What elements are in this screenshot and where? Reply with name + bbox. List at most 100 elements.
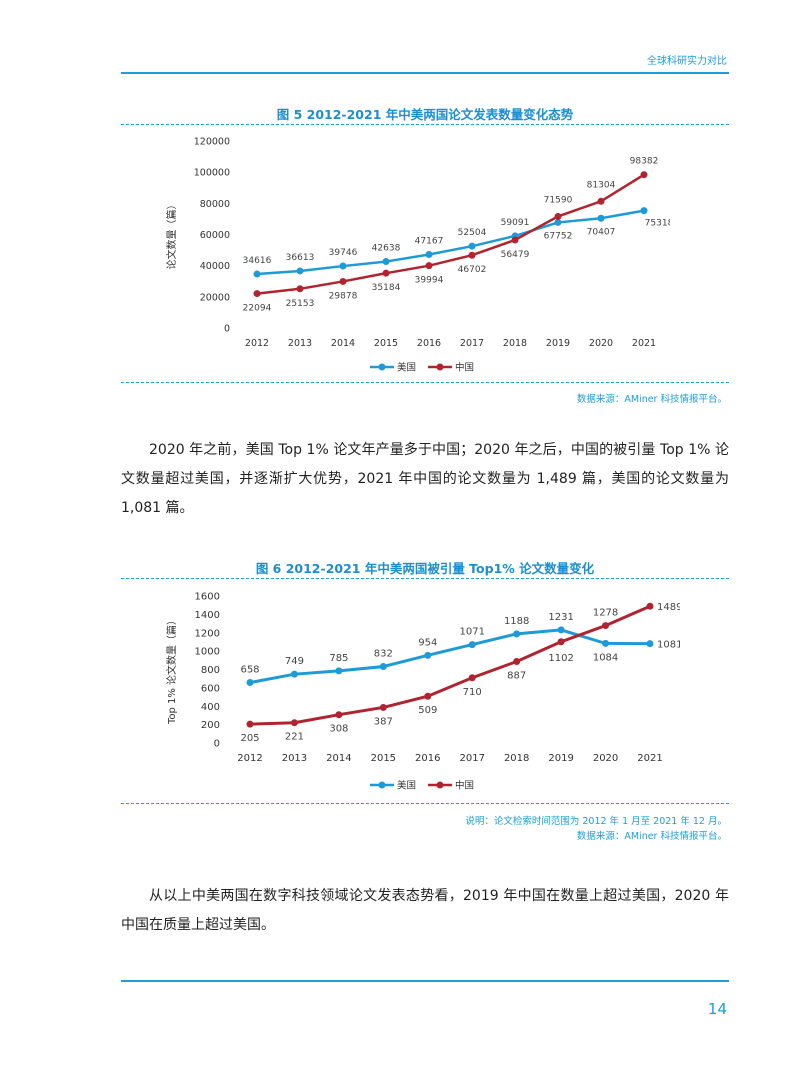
data-point [296,285,304,293]
figure6-line-chart: Top 1% 论文数量（篇） 0 200 400 600 800 1000 1200 1400 1… [165,592,680,792]
x-tick-label: 2014 [331,338,355,349]
y-tick-label: 40000 [200,261,230,272]
x-tick-label: 2017 [459,753,484,764]
figure6-bottom-divider [121,803,729,804]
x-tick-label: 2012 [237,753,262,764]
data-point [597,197,605,205]
data-point [290,719,298,727]
x-tick-label: 2019 [548,753,573,764]
data-label: 221 [285,732,304,743]
x-tick-label: 2019 [546,338,570,349]
data-point [335,667,343,675]
x-tick-label: 2014 [326,753,351,764]
data-point [339,277,347,285]
x-tick-label: 2018 [503,338,527,349]
data-label: 47167 [415,236,444,246]
data-label: 1489 [657,602,680,613]
y-tick-label: 1200 [195,628,220,639]
data-label: 42638 [372,244,401,254]
y-tick-label: 1000 [195,647,220,658]
x-tick-label: 2013 [282,753,307,764]
data-label: 785 [329,653,348,664]
data-label: 46702 [458,265,487,275]
x-tick-label: 2018 [504,753,529,764]
series-line-cn [249,604,651,726]
series-line-us [256,209,645,276]
data-point [468,251,476,259]
y-tick-label: 200 [201,720,220,731]
x-tick-label: 2012 [245,338,269,349]
y-tick-label: 0 [214,739,220,750]
data-label: 39994 [415,276,444,286]
data-point [379,703,387,711]
data-point [602,622,610,630]
data-point [597,214,605,222]
figure5-source: 数据来源：AMiner 科技情报平台。 [576,394,727,405]
data-label: 1084 [593,652,618,663]
data-point [513,658,521,666]
body-paragraph-1: 2020 年之前，美国 Top 1% 论文年产量多于中国；2020 年之后，中国… [121,442,729,516]
figure5-top-divider [121,124,729,125]
data-label: 887 [507,671,526,682]
series-line-cn [256,173,645,295]
data-point [554,218,562,226]
data-point [246,720,254,728]
data-point [602,639,610,647]
data-label: 1071 [459,627,484,638]
data-point [557,638,565,646]
data-point [246,679,254,687]
data-point [640,171,648,179]
figure6-note: 说明：论文检索时间范围为 2012 年 1 月至 2021 年 12 月。 [465,816,727,827]
data-point [425,250,433,258]
data-point [382,269,390,277]
data-point [640,207,648,215]
data-label: 56479 [501,250,530,260]
running-header: 全球科研实力对比 [647,56,727,67]
data-label: 35184 [372,283,401,293]
data-label: 658 [240,665,259,676]
y-tick-label: 800 [201,665,220,676]
data-label: 67752 [544,231,573,241]
data-label: 1081 [657,640,680,651]
legend-label: 中国 [455,780,474,792]
figure6-top-divider [121,578,729,579]
y-tick-label: 400 [201,702,220,713]
data-point [425,262,433,270]
y-tick-label: 1600 [195,592,220,603]
x-tick-label: 2016 [417,338,441,349]
data-label: 52504 [458,228,487,238]
x-tick-label: 2021 [637,753,662,764]
legend-marker [436,781,444,789]
legend-label: 中国 [455,362,474,374]
y-tick-label: 600 [201,683,220,694]
data-label: 81304 [587,180,616,190]
x-tick-label: 2017 [460,338,484,349]
y-axis-label: 论文数量（篇） [165,200,178,270]
data-label: 205 [240,733,259,744]
x-tick-label: 2015 [371,753,396,764]
data-label: 1278 [593,608,618,619]
x-tick-label: 2016 [415,753,440,764]
data-label: 59091 [501,218,530,228]
figure6-notes: 说明：论文检索时间范围为 2012 年 1 月至 2021 年 12 月。 数据… [465,814,727,844]
data-point [424,692,432,700]
figure6-source: 数据来源：AMiner 科技情报平台。 [576,831,727,842]
data-point [339,262,347,270]
data-point [335,711,343,719]
data-point [253,290,261,298]
figure5-line-chart: 论文数量（篇） 0 20000 40000 60000 80000 100000 120000… [165,137,670,374]
y-tick-label: 80000 [200,199,230,210]
y-tick-label: 120000 [194,137,230,148]
data-label: 98382 [630,157,659,167]
header-rule [121,72,729,74]
data-label: 387 [374,716,393,727]
data-label: 34616 [243,256,272,266]
y-tick-label: 100000 [194,168,230,179]
data-label: 1102 [548,653,573,664]
y-tick-label: 1400 [195,610,220,621]
data-point [513,630,521,638]
data-point [468,242,476,250]
data-label: 75318 [645,219,670,229]
x-tick-label: 2013 [288,338,312,349]
data-label: 1231 [548,612,573,623]
